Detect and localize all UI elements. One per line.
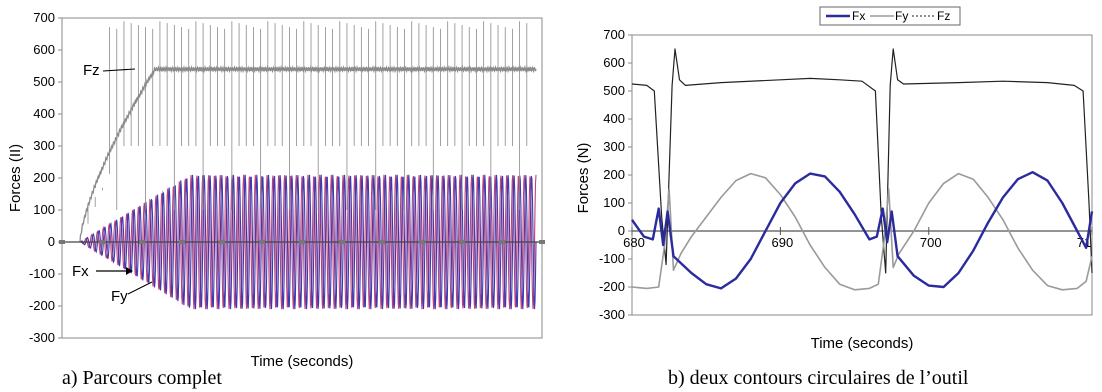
chart-a-x-axis-label: Time (seconds) bbox=[251, 353, 354, 370]
chart-b-y-tick-label: -300 bbox=[599, 307, 625, 322]
chart-a-x-tick-mark bbox=[339, 240, 345, 244]
chart-a-annotation-fz: Fz bbox=[83, 62, 100, 79]
chart-b-series bbox=[631, 48, 1094, 291]
chart-a-y-tick-label: 400 bbox=[33, 106, 55, 121]
chart-b-legend-fz: Fz bbox=[937, 9, 950, 23]
chart-a-y-tick-label: 100 bbox=[33, 202, 55, 217]
chart-a-x-tick-mark bbox=[539, 240, 545, 244]
chart-a-y-tick-label: -300 bbox=[29, 330, 55, 345]
chart-a-x-tick-mark bbox=[99, 240, 105, 244]
chart-b: 700 600 500 400 300 200 100 0 -100 -200 -300 680 69… bbox=[575, 6, 1094, 352]
chart-a-y-tick-label: 300 bbox=[33, 138, 55, 153]
chart-a-x-ticks bbox=[59, 240, 545, 244]
chart-b-series-fz bbox=[631, 48, 1093, 274]
chart-a-series-fz bbox=[79, 64, 537, 243]
chart-b-x-tick-label: 680 bbox=[623, 235, 645, 250]
chart-b-y-axis-label: Forces (N) bbox=[575, 143, 592, 214]
chart-b-y-tick-label: -100 bbox=[599, 251, 625, 266]
caption-b: b) deux contours circulaires de l’outil bbox=[668, 367, 969, 389]
chart-a-x-tick-mark bbox=[139, 240, 145, 244]
chart-a-x-tick-mark bbox=[419, 240, 425, 244]
chart-b-series-fx bbox=[631, 171, 1094, 290]
chart-a-annotation-fy: Fy bbox=[111, 288, 128, 305]
chart-a-x-tick-mark bbox=[299, 240, 305, 244]
chart-a-y-tick-label: -200 bbox=[29, 298, 55, 313]
chart-b-x-tick-label: 700 bbox=[920, 235, 942, 250]
chart-a-series-fy bbox=[79, 174, 537, 310]
chart-a-x-tick-mark bbox=[379, 240, 385, 244]
chart-b-legend-fx: Fx bbox=[852, 9, 865, 23]
chart-a-x-tick-mark bbox=[499, 240, 505, 244]
chart-a-x-tick-mark bbox=[459, 240, 465, 244]
chart-b-legend-fy: Fy bbox=[895, 9, 908, 23]
chart-b-y-tick-label: 600 bbox=[603, 55, 625, 70]
chart-b-y-tick-label: 100 bbox=[603, 195, 625, 210]
chart-b-y-ticks: 700 600 500 400 300 200 100 0 -100 -200 -300 bbox=[599, 27, 632, 322]
chart-b-y-tick-label: 200 bbox=[603, 167, 625, 182]
chart-a-annotation-fz-arrow bbox=[102, 68, 136, 72]
chart-b-series-fy bbox=[631, 172, 1093, 291]
chart-b-plot-area bbox=[631, 34, 1093, 316]
chart-b-y-tick-label: -200 bbox=[599, 279, 625, 294]
chart-b-y-tick-label: 300 bbox=[603, 139, 625, 154]
chart-a-y-tick-label: 200 bbox=[33, 170, 55, 185]
caption-a: a) Parcours complet bbox=[62, 367, 222, 389]
chart-a: 700 600 500 400 300 200 100 0 -100 -200 -300 Force… bbox=[7, 10, 545, 370]
chart-b-legend: Fx Fy Fz bbox=[819, 6, 961, 26]
chart-a-annotation-fx: Fx bbox=[72, 263, 89, 280]
chart-a-x-tick-mark bbox=[219, 240, 225, 244]
chart-a-annotation-fy-arrow bbox=[127, 281, 153, 295]
chart-a-y-tick-label: 600 bbox=[33, 42, 55, 57]
chart-a-x-tick-mark bbox=[259, 240, 265, 244]
chart-a-y-tick-label: 500 bbox=[33, 74, 55, 89]
chart-b-x-axis-label: Time (seconds) bbox=[811, 335, 914, 352]
chart-a-y-tick-label: 700 bbox=[33, 10, 55, 25]
chart-b-y-tick-label: 400 bbox=[603, 111, 625, 126]
chart-a-y-tick-label: 0 bbox=[48, 234, 55, 249]
chart-a-y-tick-label: -100 bbox=[29, 266, 55, 281]
chart-a-x-tick-mark bbox=[179, 240, 185, 244]
chart-a-y-axis-label: Forces (II) bbox=[7, 144, 24, 212]
chart-a-annotation-fx-arrowhead bbox=[126, 267, 133, 275]
chart-b-y-tick-label: 700 bbox=[603, 27, 625, 42]
chart-a-x-tick-mark bbox=[59, 240, 65, 244]
chart-b-y-tick-label: 0 bbox=[618, 223, 625, 238]
chart-a-y-ticks: 700 600 500 400 300 200 100 0 -100 -200 -300 bbox=[29, 10, 62, 345]
chart-b-y-tick-label: 500 bbox=[603, 83, 625, 98]
chart-b-x-tick-label: 690 bbox=[772, 235, 794, 250]
